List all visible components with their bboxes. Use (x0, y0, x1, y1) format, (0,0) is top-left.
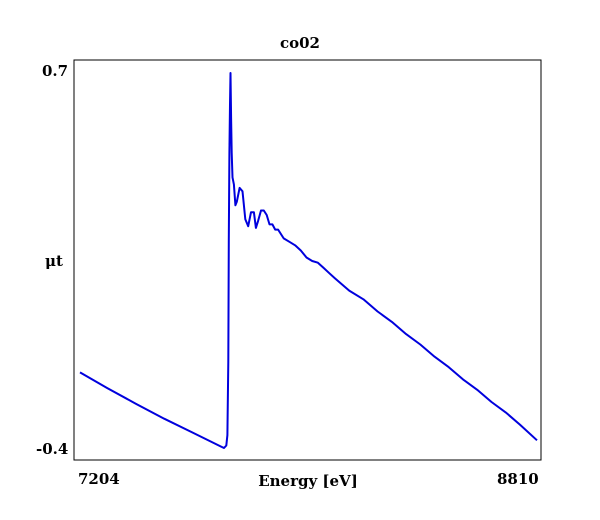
chart-title: co02 (279, 34, 320, 52)
x-axis-label: Energy [eV] (258, 472, 358, 490)
y-tick-label-max: 0.7 (42, 62, 69, 80)
x-tick-label-min: 7204 (78, 470, 120, 488)
series-line (79, 72, 538, 449)
y-tick-label-min: -0.4 (36, 440, 69, 458)
plot-frame (73, 59, 542, 461)
y-axis-label: μt (45, 252, 63, 270)
x-tick-label-max: 8810 (497, 470, 539, 488)
